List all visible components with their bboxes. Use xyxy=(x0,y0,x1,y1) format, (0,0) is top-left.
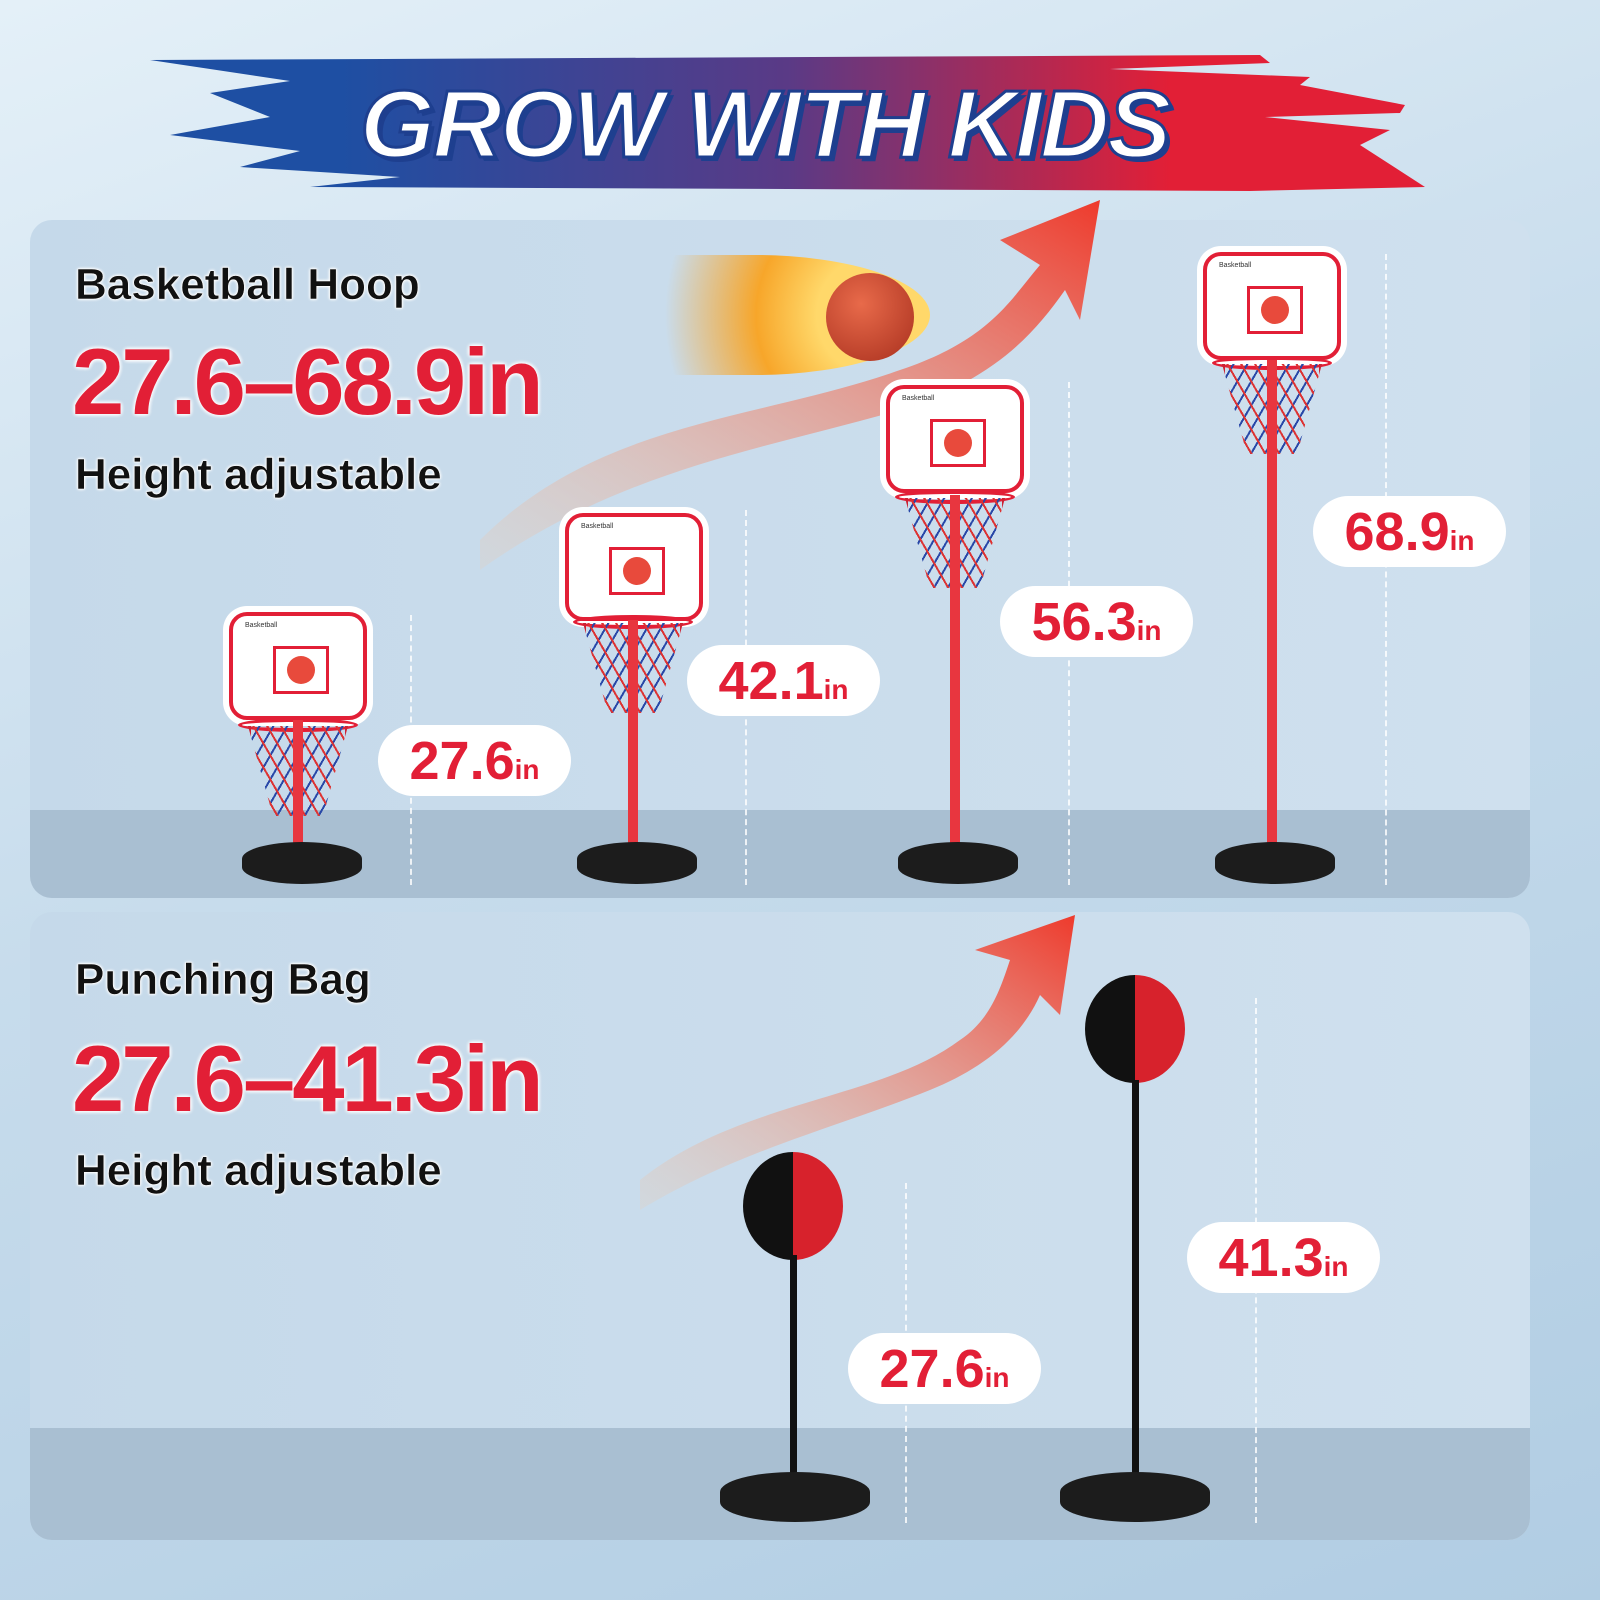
height-label-bag-2: 41.3 in xyxy=(1187,1222,1380,1293)
backboard: Basketball xyxy=(886,385,1024,493)
bag-subtitle: Height adjustable xyxy=(75,1146,442,1196)
banner-title: GROW WITH KIDS xyxy=(358,70,1172,180)
height-label-hoop-2: 42.1 in xyxy=(687,645,880,716)
hoop-heading: Basketball Hoop xyxy=(75,260,420,310)
backboard-brand: Basketball xyxy=(1219,262,1252,269)
ball-icon xyxy=(287,656,315,684)
ball-icon xyxy=(1261,296,1289,324)
pole xyxy=(293,720,303,850)
banner-brush-stroke xyxy=(150,55,1425,191)
bag-range: 27.6–41.3in xyxy=(72,1026,544,1131)
base xyxy=(1060,1472,1210,1522)
height-label-bag-1: 27.6 in xyxy=(848,1333,1041,1404)
basketball-icon xyxy=(826,273,914,361)
base xyxy=(242,842,362,884)
pole xyxy=(1132,1080,1139,1480)
ball-icon xyxy=(623,557,651,585)
bag-heading: Punching Bag xyxy=(75,955,371,1005)
backboard: Basketball xyxy=(229,612,367,720)
hoop-subtitle: Height adjustable xyxy=(75,450,442,500)
height-label-hoop-1: 27.6 in xyxy=(378,725,571,796)
base xyxy=(898,842,1018,884)
punching-ball xyxy=(1085,975,1185,1083)
height-label-hoop-3: 56.3 in xyxy=(1000,586,1193,657)
measure-line xyxy=(1385,254,1387,885)
backboard-brand: Basketball xyxy=(581,523,614,530)
hoop-range: 27.6–68.9in xyxy=(72,329,544,434)
backboard: Basketball xyxy=(565,513,703,621)
backboard-brand: Basketball xyxy=(902,395,935,402)
base xyxy=(720,1472,870,1522)
pole xyxy=(1267,360,1277,850)
pole xyxy=(950,495,960,850)
base xyxy=(1215,842,1335,884)
backboard: Basketball xyxy=(1203,252,1341,360)
base xyxy=(577,842,697,884)
backboard-brand: Basketball xyxy=(245,622,278,629)
pole xyxy=(790,1255,797,1480)
pole xyxy=(628,620,638,850)
punching-ball xyxy=(743,1152,843,1260)
height-label-hoop-4: 68.9 in xyxy=(1313,496,1506,567)
ball-icon xyxy=(944,429,972,457)
